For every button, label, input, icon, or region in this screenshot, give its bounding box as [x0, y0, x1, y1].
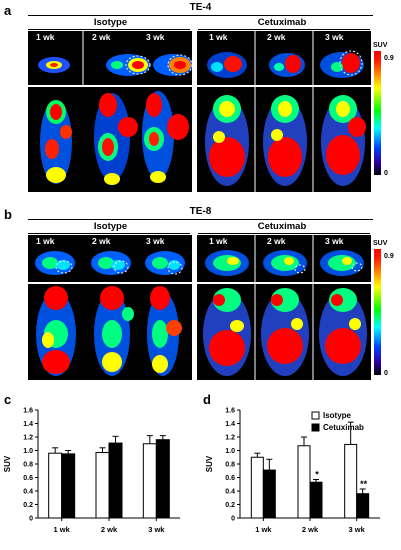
bar	[142, 443, 157, 519]
panel-a-title-rule	[28, 15, 373, 16]
x-tick-label: 3 wk	[349, 525, 366, 534]
scan-a-isotype-axial: 1 wk 2 wk 3 wk	[28, 31, 192, 85]
bar	[344, 443, 358, 519]
bar	[61, 453, 76, 519]
y-tick-label: 0.8	[23, 462, 33, 469]
body-scan-image	[40, 91, 189, 185]
bar-chart-c: 0 0.2 0.4 0.6 0.8 1.0 1.2 1.4 1.6 SUV 1 wk 2 wk 3 wk	[3, 408, 180, 534]
y-tick-label: 1.2	[23, 435, 33, 442]
panel-d-label: d	[203, 392, 211, 407]
colorbar-a	[374, 51, 381, 175]
panel-a-cetuximab-rule	[198, 29, 370, 30]
panel-a-title: TE-4	[189, 2, 212, 13]
panel-b-title-rule	[28, 219, 373, 220]
y-tick-label: 1.2	[225, 435, 235, 442]
body-scan-image	[203, 284, 367, 380]
colorbar-a-min: 0	[384, 170, 388, 177]
y-tick-label: 1.6	[225, 408, 235, 415]
panel-b-label: b	[4, 207, 12, 222]
y-axis-label: SUV	[205, 455, 214, 472]
x-tick-label: 3 wk	[148, 525, 165, 534]
week-label: 3 wk	[325, 32, 344, 42]
panel-a-isotype-rule	[28, 29, 190, 30]
week-label: 3 wk	[146, 32, 165, 42]
axial-scan-image	[207, 31, 364, 85]
axial-scan-image	[205, 235, 364, 282]
legend-swatch	[311, 423, 320, 432]
body-scan-image	[205, 87, 366, 192]
bar	[250, 456, 264, 519]
colorbar-b-label: SUV	[373, 240, 388, 247]
scan-a-isotype-body	[28, 87, 192, 192]
y-tick-label: 1.4	[23, 421, 33, 428]
colorbar-b-min: 0	[384, 370, 388, 377]
y-tick-label: 1.0	[225, 448, 235, 455]
bar	[356, 493, 370, 519]
panel-b-isotype-label: Isotype	[93, 221, 128, 232]
panel-b-cetuximab-label: Cetuximab	[257, 221, 307, 232]
panel-b-title: TE-8	[189, 206, 212, 217]
week-label: 2 wk	[92, 236, 111, 246]
scan-a-cetuximab-body	[197, 87, 371, 192]
panel-c-label: c	[4, 392, 12, 407]
panel-a-cetuximab-label: Cetuximab	[257, 17, 307, 28]
y-tick-label: 0.4	[225, 489, 235, 496]
scan-a-cetuximab-axial: 1 wk 2 wk 3 wk	[197, 31, 371, 85]
y-tick-label: 0.6	[23, 475, 33, 482]
axial-scan-image	[35, 251, 185, 275]
axial-scan-image	[38, 31, 192, 85]
y-tick-label: 0	[29, 516, 33, 523]
scan-b-isotype-axial: 1 wk 2 wk 3 wk	[28, 235, 192, 282]
legend-swatch	[311, 411, 320, 420]
scan-b-cetuximab-axial: 1 wk 2 wk 3 wk	[197, 235, 371, 282]
y-tick-label: 0.2	[225, 502, 235, 509]
x-tick-label: 1 wk	[255, 525, 272, 534]
bar	[155, 439, 170, 519]
bar	[309, 481, 323, 519]
x-tick-label: 2 wk	[101, 525, 118, 534]
y-tick-label: 1.6	[23, 408, 33, 415]
week-label: 1 wk	[209, 236, 228, 246]
colorbar-b-max: 0.9	[384, 253, 394, 260]
week-label: 1 wk	[36, 236, 55, 246]
significance-marker: **	[360, 479, 368, 489]
significance-marker: *	[315, 470, 319, 480]
y-tick-label: 0.2	[23, 502, 33, 509]
y-tick-label: 0	[231, 516, 235, 523]
x-tick-label: 2 wk	[302, 525, 319, 534]
week-label: 2 wk	[267, 236, 286, 246]
y-axis-label: SUV	[3, 455, 12, 472]
week-label: 3 wk	[325, 236, 344, 246]
week-label: 1 wk	[36, 32, 55, 42]
panel-a-label: a	[4, 3, 12, 18]
week-label: 2 wk	[267, 32, 286, 42]
bar	[48, 452, 63, 519]
bar	[297, 445, 311, 519]
x-tick-label: 1 wk	[54, 525, 71, 534]
y-tick-label: 1.0	[23, 448, 33, 455]
legend-label: Isotype	[323, 411, 352, 420]
week-label: 3 wk	[146, 236, 165, 246]
week-label: 1 wk	[209, 32, 228, 42]
scan-b-isotype-body	[28, 284, 192, 380]
y-tick-label: 0.6	[225, 475, 235, 482]
legend-label: Cetuximab	[323, 423, 364, 432]
y-tick-label: 0.4	[23, 489, 33, 496]
bar	[95, 452, 110, 519]
bar	[108, 442, 123, 519]
body-scan-image	[36, 286, 182, 376]
panel-b-cetuximab-rule	[198, 233, 370, 234]
panel-a-isotype-label: Isotype	[93, 17, 128, 28]
y-tick-label: 0.8	[225, 462, 235, 469]
bar	[262, 469, 276, 519]
colorbar-a-max: 0.9	[384, 55, 394, 62]
colorbar-a-label: SUV	[373, 42, 388, 49]
y-tick-label: 1.4	[225, 421, 235, 428]
scan-b-cetuximab-body	[197, 284, 371, 380]
colorbar-b	[374, 249, 381, 375]
panel-b-isotype-rule	[28, 233, 190, 234]
bar-chart-d: 0 0.2 0.4 0.6 0.8 1.0 1.2 1.4 1.6 SUV 1 wk 2 wk 3 wk…	[205, 408, 380, 534]
week-label: 2 wk	[92, 32, 111, 42]
